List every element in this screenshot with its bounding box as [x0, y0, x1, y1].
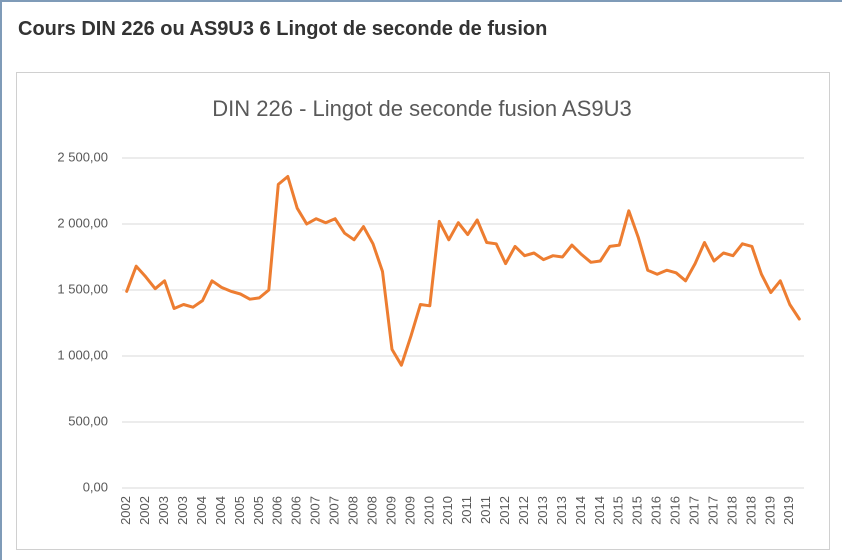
x-tick-label: 2004	[213, 496, 228, 525]
x-tick-label: 2014	[573, 496, 588, 525]
y-tick-label: 2 000,00	[57, 215, 108, 230]
x-tick-label: 2013	[535, 496, 550, 525]
x-tick-label: 2005	[251, 496, 266, 525]
x-tick-label: 2015	[611, 496, 626, 525]
x-tick-label: 2017	[687, 496, 702, 525]
x-tick-label: 2017	[705, 496, 720, 525]
x-tick-label: 2019	[762, 496, 777, 525]
x-tick-label: 2011	[459, 496, 474, 524]
x-tick-label: 2006	[270, 496, 285, 525]
x-tick-label: 2004	[194, 496, 209, 525]
y-tick-label: 500,00	[68, 413, 108, 428]
x-tick-label: 2012	[497, 496, 512, 525]
y-tick-label: 0,00	[83, 479, 108, 494]
y-tick-label: 1 000,00	[57, 347, 108, 362]
x-tick-label: 2018	[743, 496, 758, 525]
x-tick-label: 2010	[421, 496, 436, 525]
x-tick-label: 2008	[346, 496, 361, 525]
x-tick-label: 2005	[232, 496, 247, 525]
x-tick-label: 2006	[289, 496, 304, 525]
x-tick-label: 2011	[478, 496, 493, 524]
x-tick-label: 2009	[383, 496, 398, 525]
x-tick-label: 2018	[724, 496, 739, 525]
chart-frame	[16, 72, 830, 550]
x-tick-label: 2012	[516, 496, 531, 525]
x-tick-label: 2002	[137, 496, 152, 525]
page-title: Cours DIN 226 ou AS9U3 6 Lingot de secon…	[18, 18, 548, 40]
y-tick-label: 1 500,00	[57, 281, 108, 296]
x-tick-label: 2019	[781, 496, 796, 525]
x-tick-label: 2008	[364, 496, 379, 525]
line-series	[125, 175, 801, 367]
x-tick-label: 2007	[327, 496, 342, 525]
x-tick-label: 2014	[592, 496, 607, 525]
chart: DIN 226 - Lingot de seconde fusion AS9U3…	[16, 72, 830, 550]
x-tick-label: 2016	[649, 496, 664, 525]
x-tick-label: 2003	[175, 496, 190, 525]
x-tick-label: 2002	[118, 496, 133, 525]
x-tick-label: 2010	[440, 496, 455, 525]
x-tick-label: 2013	[554, 496, 569, 525]
x-tick-label: 2003	[156, 496, 171, 525]
x-tick-label: 2007	[308, 496, 323, 525]
chart-title: DIN 226 - Lingot de seconde fusion AS9U3	[212, 96, 632, 121]
y-tick-label: 2 500,00	[57, 149, 108, 164]
x-tick-label: 2016	[668, 496, 683, 525]
x-tick-label: 2009	[402, 496, 417, 525]
x-tick-label: 2015	[630, 496, 645, 525]
